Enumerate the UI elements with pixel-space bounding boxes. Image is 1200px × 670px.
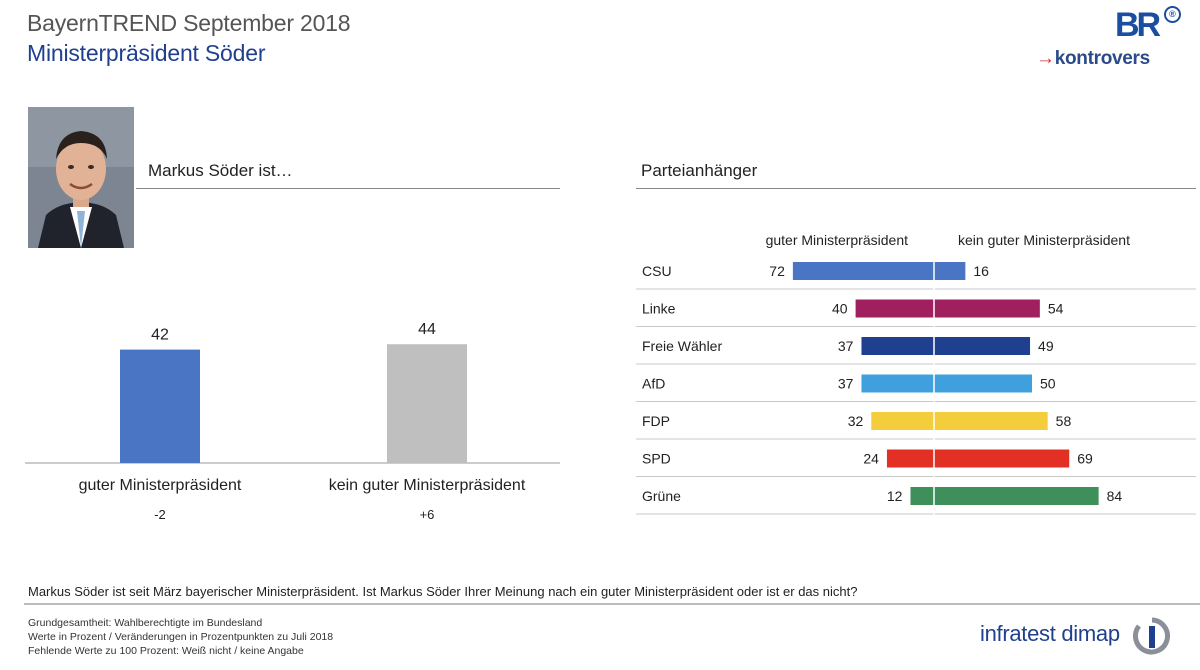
party-bar-positive (871, 412, 934, 430)
party-bar-negative (934, 299, 1040, 318)
party-value-negative: 49 (1038, 338, 1054, 354)
br-logo: BR ® (1115, 6, 1181, 46)
left-panel-rule (136, 188, 560, 189)
footnote-population: Grundgesamtheit: Wahlberechtigte im Bund… (28, 617, 263, 629)
party-bar-negative (934, 487, 1099, 505)
left-panel-label: Markus Söder ist… (148, 161, 293, 180)
party-label: Freie Wähler (642, 338, 722, 354)
party-value-negative: 16 (973, 263, 989, 279)
party-value-negative: 58 (1056, 413, 1072, 429)
party-diverging-chart: guter Ministerpräsident kein guter Minist… (636, 232, 1196, 515)
overall-value-label: 44 (418, 321, 436, 338)
party-bar-positive (910, 487, 934, 505)
party-bar-positive (886, 449, 934, 468)
kontrovers-logo: →kontrovers (1036, 48, 1150, 70)
registered-mark-icon: ® (1164, 6, 1181, 23)
br-logo-letters: BR (1115, 6, 1161, 44)
change-label: -2 (154, 507, 166, 522)
legend-positive: guter Ministerpräsident (766, 232, 909, 248)
party-value-negative: 50 (1040, 376, 1056, 392)
overall-bar (120, 349, 200, 463)
footer-rule (24, 603, 1200, 605)
party-value-positive: 24 (863, 451, 879, 467)
infratest-logo-text: infratest dimap (980, 621, 1120, 646)
footnote-units: Werte in Prozent / Veränderungen in Proz… (28, 631, 334, 643)
party-bar-negative (934, 449, 1070, 468)
party-value-positive: 32 (848, 413, 864, 429)
party-bar-negative (934, 262, 966, 280)
party-bar-negative (934, 374, 1032, 393)
right-panel-rule (636, 188, 1196, 189)
party-value-negative: 54 (1048, 301, 1064, 317)
party-value-positive: 37 (838, 376, 854, 392)
party-value-positive: 40 (832, 301, 848, 317)
change-label: +6 (420, 507, 435, 522)
party-value-positive: 12 (887, 488, 903, 504)
overall-bar (387, 344, 467, 463)
page-subtitle: Ministerpräsident Söder (27, 40, 266, 66)
kontrovers-logo-text: kontrovers (1054, 48, 1151, 69)
party-bar-positive (861, 374, 934, 393)
party-bar-positive (855, 299, 934, 318)
party-value-positive: 72 (769, 263, 785, 279)
party-value-positive: 37 (838, 338, 854, 354)
arrow-right-icon: → (1036, 48, 1055, 69)
footnote-missing: Fehlende Werte zu 100 Prozent: Weiß nich… (28, 645, 304, 657)
party-label: SPD (642, 451, 671, 467)
category-label: kein guter Ministerpräsident (329, 477, 526, 494)
category-label: guter Ministerpräsident (79, 477, 242, 494)
party-label: Grüne (642, 488, 681, 504)
legend-negative: kein guter Ministerpräsident (958, 232, 1130, 248)
page-title: BayernTREND September 2018 (27, 10, 351, 36)
party-bar-positive (861, 337, 934, 355)
overall-bar-chart: 42 guter Ministerpräsident -2 44 kein guter … (25, 321, 560, 522)
infratest-logo-icon (1133, 617, 1170, 655)
right-panel-label: Parteianhänger (641, 161, 758, 180)
party-bar-negative (934, 337, 1031, 355)
survey-question: Markus Söder ist seit März bayerischer M… (28, 584, 858, 599)
party-label: CSU (642, 263, 672, 279)
party-label: AfD (642, 376, 665, 392)
party-value-negative: 69 (1077, 451, 1093, 467)
party-bar-positive (792, 262, 934, 280)
party-value-negative: 84 (1107, 488, 1123, 504)
party-label: Linke (642, 301, 676, 317)
portrait-photo (28, 107, 134, 248)
party-label: FDP (642, 413, 670, 429)
party-bar-negative (934, 412, 1048, 430)
overall-value-label: 42 (151, 327, 169, 344)
